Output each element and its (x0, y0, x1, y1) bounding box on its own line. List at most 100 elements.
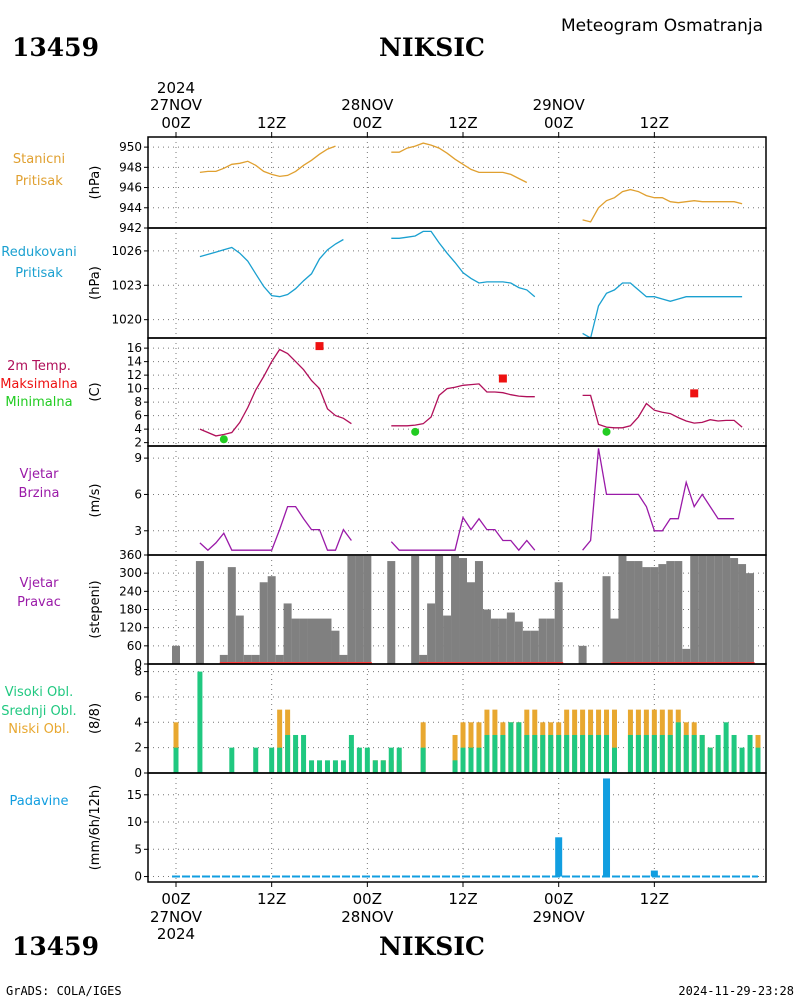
direction-bar (275, 654, 284, 664)
direction-bar (427, 603, 436, 664)
direction-bar (474, 561, 483, 664)
axis-unit-label: (hPa) (88, 166, 103, 200)
direction-baseline (259, 662, 269, 664)
direction-bar (490, 618, 499, 664)
y-tick-label: 360 (119, 548, 142, 562)
y-tick-label: 2 (134, 436, 142, 450)
date-label: 29NOV (533, 908, 586, 926)
direction-baseline (506, 662, 516, 664)
direction-bar (435, 555, 444, 664)
high-cloud-bar (755, 747, 761, 773)
direction-baseline (283, 662, 293, 664)
direction-bar (530, 630, 539, 664)
direction-bar (443, 615, 452, 664)
high-cloud-bar (317, 760, 323, 773)
top-year-label: 2024 (157, 79, 195, 97)
direction-bar (746, 573, 755, 664)
time-tick-label: 00Z (161, 114, 190, 132)
high-cloud-bar (747, 734, 753, 773)
high-cloud-bar (396, 747, 402, 773)
direction-baseline (427, 662, 436, 664)
direction-baseline (674, 662, 683, 664)
high-cloud-bar (484, 734, 490, 773)
y-tick-label: 1020 (111, 313, 142, 327)
high-cloud-bar (548, 734, 554, 773)
direction-baseline (339, 662, 348, 664)
direction-bar (482, 609, 491, 664)
direction-bar (411, 555, 420, 664)
high-cloud-bar (492, 734, 498, 773)
high-cloud-bar (508, 722, 514, 773)
plot-area (172, 778, 758, 878)
direction-bar (235, 615, 244, 664)
station-name-bottom: NIKSIC (379, 932, 485, 961)
high-cloud-bar (580, 734, 586, 773)
direction-baseline (466, 662, 476, 664)
direction-baseline (347, 662, 356, 664)
direction-bar (459, 558, 468, 664)
high-cloud-bar (635, 734, 641, 773)
axis-unit-label: (m/s) (88, 484, 103, 518)
high-cloud-bar (691, 734, 697, 773)
direction-bar (347, 555, 356, 664)
y-tick-label: 12 (127, 368, 142, 382)
direction-baseline (706, 662, 715, 664)
panel-frame (147, 772, 767, 883)
direction-bar (674, 561, 683, 664)
y-tick-label: 946 (119, 181, 142, 195)
direction-baseline (331, 662, 340, 664)
high-cloud-bar (364, 747, 370, 773)
direction-bar (219, 654, 228, 664)
high-cloud-bar (269, 747, 275, 773)
direction-baseline (650, 662, 659, 664)
direction-baseline (459, 662, 468, 664)
direction-bar (307, 618, 316, 664)
direction-bar (227, 567, 236, 664)
panel-label: Redukovani (1, 245, 76, 260)
y-tick-label: 942 (119, 221, 142, 235)
direction-baseline (291, 662, 301, 664)
y-tick-label: 948 (119, 160, 142, 174)
direction-bar (514, 621, 523, 664)
tmax-marker (690, 389, 699, 398)
direction-bar (578, 645, 587, 664)
plot-area (199, 448, 735, 552)
y-tick-label: 300 (119, 566, 142, 580)
direction-baseline (267, 662, 277, 664)
high-cloud-bar (301, 734, 307, 773)
high-cloud-bar (324, 760, 330, 773)
high-cloud-bar (340, 760, 346, 773)
direction-bar (315, 618, 324, 664)
direction-bar (498, 618, 507, 664)
high-cloud-bar (723, 722, 729, 773)
panel-label: Stanicni (13, 152, 65, 167)
y-tick-label: 240 (119, 584, 142, 598)
time-tick-label: 12Z (448, 114, 477, 132)
y-tick-label: 0 (134, 657, 142, 671)
high-cloud-bar (452, 760, 458, 773)
direction-baseline (610, 662, 619, 664)
direction-bar (331, 630, 340, 664)
y-tick-label: 6 (134, 409, 142, 423)
panel-clouds: 8 6 4 2 0 (8/8) Visoki Obl. Srednji Obl. Niski O… (1, 663, 767, 780)
time-tick-label: 12Z (448, 890, 477, 908)
time-tick-label: 12Z (257, 890, 286, 908)
station-id-top: 13459 (12, 33, 99, 62)
panel-reduced-pressure: 1026 1023 1020 (hPa) Redukovani Pritisak (1, 227, 767, 339)
direction-baseline (666, 662, 675, 664)
tmin-marker (219, 435, 228, 444)
panel-frame (147, 136, 767, 229)
series-line (391, 383, 535, 427)
high-cloud-bar (197, 671, 203, 773)
y-tick-label: 5 (134, 842, 142, 856)
plot-area (199, 142, 743, 223)
low-cloud-bar (277, 709, 283, 773)
y-tick-label: 60 (127, 639, 142, 653)
direction-baseline (514, 662, 524, 664)
series-line (199, 238, 344, 298)
panel-label: Visoki Obl. (5, 685, 73, 700)
y-tick-label: 16 (127, 341, 142, 355)
high-cloud-bar (500, 734, 506, 773)
direction-bar (602, 576, 611, 664)
high-cloud-bar (667, 734, 673, 773)
